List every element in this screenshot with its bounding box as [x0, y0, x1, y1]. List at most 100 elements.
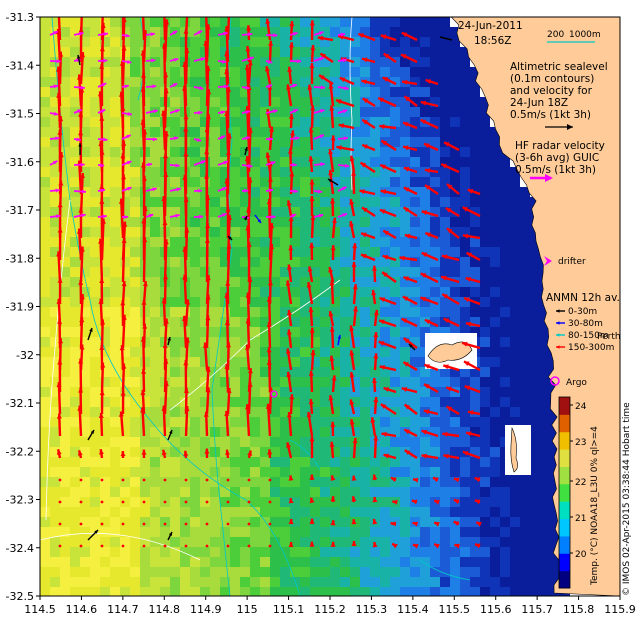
velocity-arrow — [380, 189, 397, 196]
velocity-arrow — [443, 141, 460, 152]
velocity-arrow — [351, 496, 357, 503]
y-tick-label: -32.2 — [6, 445, 34, 458]
x-tick-label: 114.6 — [66, 603, 98, 616]
velocity-arrow — [226, 387, 232, 415]
velocity-arrow — [309, 242, 315, 261]
velocity-arrow — [313, 85, 325, 90]
velocity-arrow — [118, 411, 125, 437]
velocity-arrow — [308, 306, 314, 327]
anmn-legend-item: 0-30m — [568, 307, 597, 317]
velocity-arrow — [349, 419, 356, 437]
velocity-arrow — [337, 58, 347, 63]
velocity-arrow — [217, 135, 226, 140]
velocity-arrow — [289, 108, 299, 114]
x-tick-label: 115.1 — [273, 603, 305, 616]
velocity-arrow — [245, 404, 251, 437]
velocity-arrow — [241, 163, 253, 168]
velocity-arrow — [289, 42, 294, 63]
y-tick-label: -31.8 — [6, 252, 34, 265]
velocity-arrow — [378, 340, 397, 350]
velocity-arrow — [226, 243, 232, 283]
altimetric-legend: Altimetric sealevel (0.1m contours) and … — [510, 61, 608, 130]
velocity-arrow — [121, 281, 127, 305]
velocity-arrow — [462, 233, 481, 240]
velocity-arrow — [310, 105, 316, 129]
velocity-arrow — [329, 280, 335, 305]
velocity-arrow — [73, 213, 86, 218]
velocity-arrow — [288, 518, 294, 525]
velocity-arrow — [331, 375, 337, 393]
velocity-arrow — [121, 59, 132, 64]
colorbar-tick-label: 21 — [575, 514, 586, 524]
velocity-arrow — [265, 84, 273, 89]
velocity-arrow — [308, 127, 314, 151]
velocity-arrow — [463, 360, 481, 372]
velocity-arrow — [442, 431, 460, 438]
velocity-arrow — [286, 84, 293, 107]
velocity-arrow — [287, 66, 293, 85]
velocity-arrow — [145, 162, 153, 167]
velocity-arrow — [330, 541, 336, 547]
velocity-arrow — [440, 162, 460, 174]
alt-legend-line-3: and velocity for — [510, 85, 593, 97]
velocity-arrow — [401, 387, 418, 394]
velocity-arrow — [288, 113, 294, 129]
velocity-arrow — [244, 146, 248, 156]
velocity-arrow — [424, 231, 439, 240]
velocity-arrow — [379, 296, 397, 306]
argo-label: Argo — [566, 378, 587, 388]
velocity-arrow — [420, 100, 439, 108]
velocity-arrow — [382, 76, 397, 86]
velocity-arrow — [266, 198, 272, 239]
velocity-arrow — [330, 245, 336, 261]
velocity-arrow — [445, 386, 460, 394]
velocity-arrow — [313, 162, 325, 167]
velocity-arrow — [169, 163, 180, 168]
velocity-arrow — [390, 476, 397, 482]
velocity-arrow — [99, 449, 104, 459]
velocity-arrow — [265, 161, 276, 166]
velocity-arrow — [352, 306, 358, 327]
velocity-arrow — [404, 233, 418, 240]
velocity-arrow — [97, 214, 107, 219]
velocity-arrow — [161, 110, 167, 151]
velocity-arrow — [241, 85, 250, 90]
velocity-arrow — [383, 52, 397, 63]
velocity-arrow — [286, 442, 293, 459]
contour-line — [169, 279, 341, 411]
velocity-arrow — [49, 136, 60, 141]
velocity-arrow — [330, 496, 336, 503]
credit-text: © IMOS 02-Apr-2015 03:38:44 Hobart time — [622, 402, 632, 596]
velocity-arrow — [442, 364, 460, 372]
velocity-arrow — [286, 371, 293, 393]
velocity-arrow — [245, 318, 251, 349]
velocity-arrow — [241, 136, 251, 141]
velocity-arrow — [184, 405, 190, 437]
velocity-arrow — [205, 387, 211, 415]
velocity-arrow — [423, 363, 439, 372]
velocity-arrow — [286, 264, 293, 283]
velocity-arrow — [205, 315, 211, 349]
velocity-arrow — [328, 148, 335, 173]
velocity-arrow — [423, 383, 439, 394]
velocity-arrow — [169, 108, 180, 114]
velocity-arrow — [289, 59, 302, 64]
velocity-arrow — [49, 160, 58, 166]
velocity-arrow — [193, 137, 202, 142]
velocity-arrow — [401, 79, 418, 86]
velocity-arrow — [56, 382, 62, 415]
velocity-arrow — [465, 321, 481, 328]
velocity-arrow — [310, 349, 316, 371]
velocity-arrow — [77, 405, 83, 437]
x-tick-label: 115.5 — [439, 603, 471, 616]
velocity-arrow — [121, 314, 127, 349]
velocity-arrow — [351, 475, 357, 481]
velocity-arrow — [446, 227, 460, 239]
velocity-arrow — [402, 361, 418, 372]
velocity-arrow — [169, 187, 181, 192]
velocity-arrow — [351, 519, 357, 525]
velocity-arrow — [372, 474, 378, 481]
velocity-arrow — [309, 436, 315, 459]
velocity-arrow — [167, 429, 173, 441]
velocity-arrow — [380, 34, 397, 42]
